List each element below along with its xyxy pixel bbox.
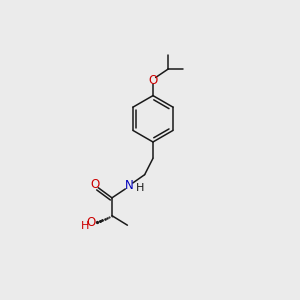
Text: H: H [136,183,144,193]
Text: O: O [148,74,158,87]
Text: H: H [80,221,89,231]
Text: N: N [125,179,134,193]
Text: O: O [86,216,95,229]
Text: O: O [90,178,99,191]
